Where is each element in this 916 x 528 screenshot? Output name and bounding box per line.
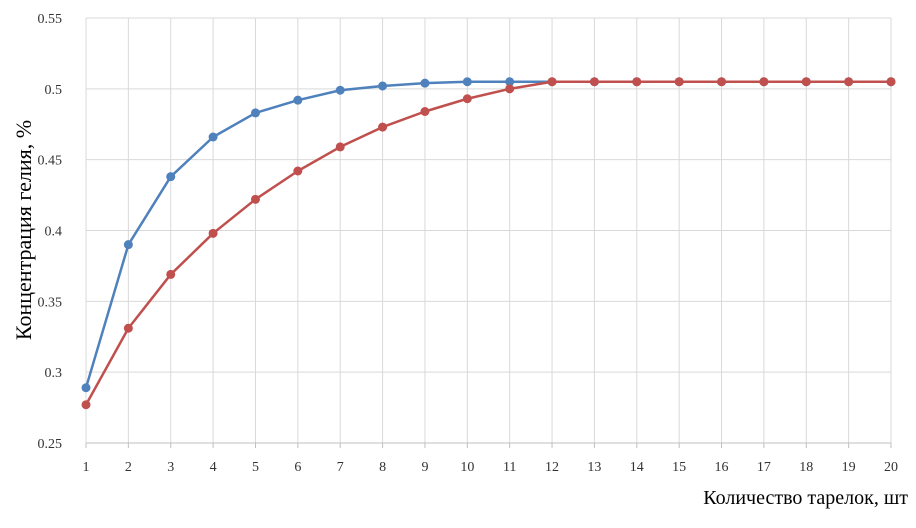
data-point xyxy=(505,84,515,94)
y-tick-labels: 0.25 0.3 0.35 0.4 0.45 0.5 0.55 xyxy=(38,12,63,452)
y-tick-label: 0.3 xyxy=(45,366,63,381)
grid-lines xyxy=(85,17,892,448)
x-tick-label: 20 xyxy=(884,460,898,475)
x-tick-label: 14 xyxy=(630,460,644,475)
data-point xyxy=(378,122,388,132)
data-point xyxy=(632,77,642,87)
data-point xyxy=(759,77,769,87)
x-tick-label: 4 xyxy=(210,460,217,475)
x-tick-label: 5 xyxy=(252,460,259,475)
x-tick-label: 11 xyxy=(503,460,516,475)
y-tick-label: 0.45 xyxy=(38,154,63,169)
data-point xyxy=(462,77,472,87)
x-tick-label: 2 xyxy=(125,460,132,475)
x-tick-label: 13 xyxy=(587,460,601,475)
y-tick-label: 0.5 xyxy=(45,83,63,98)
data-point xyxy=(674,77,684,87)
series-line-2 xyxy=(84,80,891,406)
data-point xyxy=(547,77,557,87)
x-axis-label: Количество тарелок, шт xyxy=(703,487,908,509)
y-axis-label: Концентрация гелия, % xyxy=(11,120,36,340)
x-tick-labels: 1 2 3 4 5 6 7 8 9 10 11 12 13 14 15 16 17 18 19 20 xyxy=(83,460,899,475)
x-tick-label: 6 xyxy=(294,460,301,475)
data-point xyxy=(123,323,133,333)
x-tick-label: 19 xyxy=(842,460,856,475)
x-tick-label: 7 xyxy=(337,460,344,475)
x-tick-label: 1 xyxy=(83,460,90,475)
data-point xyxy=(208,228,218,238)
data-point xyxy=(420,107,430,116)
y-tick-label: 0.25 xyxy=(38,437,63,452)
x-tick-label: 16 xyxy=(715,460,729,475)
y-tick-label: 0.4 xyxy=(45,225,63,240)
x-tick-label: 9 xyxy=(421,460,428,475)
data-point xyxy=(166,269,176,279)
y-tick-label: 0.55 xyxy=(38,12,63,27)
x-tick-label: 8 xyxy=(379,460,386,475)
data-point xyxy=(81,383,91,393)
x-tick-label: 12 xyxy=(545,460,559,475)
data-point xyxy=(166,172,176,182)
x-tick-label: 3 xyxy=(167,460,174,475)
x-tick-label: 17 xyxy=(757,460,771,475)
y-tick-label: 0.35 xyxy=(38,295,63,310)
data-point xyxy=(420,78,430,88)
data-point xyxy=(123,240,133,250)
data-point xyxy=(81,400,91,410)
data-point xyxy=(250,108,260,118)
data-point xyxy=(886,77,896,87)
data-point xyxy=(293,166,303,176)
series-line-1 xyxy=(84,80,891,389)
data-point xyxy=(462,94,472,104)
data-point xyxy=(801,77,811,87)
series-group xyxy=(81,77,896,410)
data-point xyxy=(250,194,260,204)
data-point xyxy=(378,81,388,91)
data-point xyxy=(293,95,303,105)
data-point xyxy=(505,77,515,87)
x-tick-label: 18 xyxy=(799,460,813,475)
data-point xyxy=(335,85,345,95)
data-point xyxy=(208,132,218,142)
x-tick-label: 15 xyxy=(672,460,686,475)
x-tick-label: 10 xyxy=(460,460,474,475)
data-point xyxy=(589,77,599,87)
data-point xyxy=(844,77,854,87)
data-point xyxy=(717,77,727,87)
data-point xyxy=(335,142,345,152)
